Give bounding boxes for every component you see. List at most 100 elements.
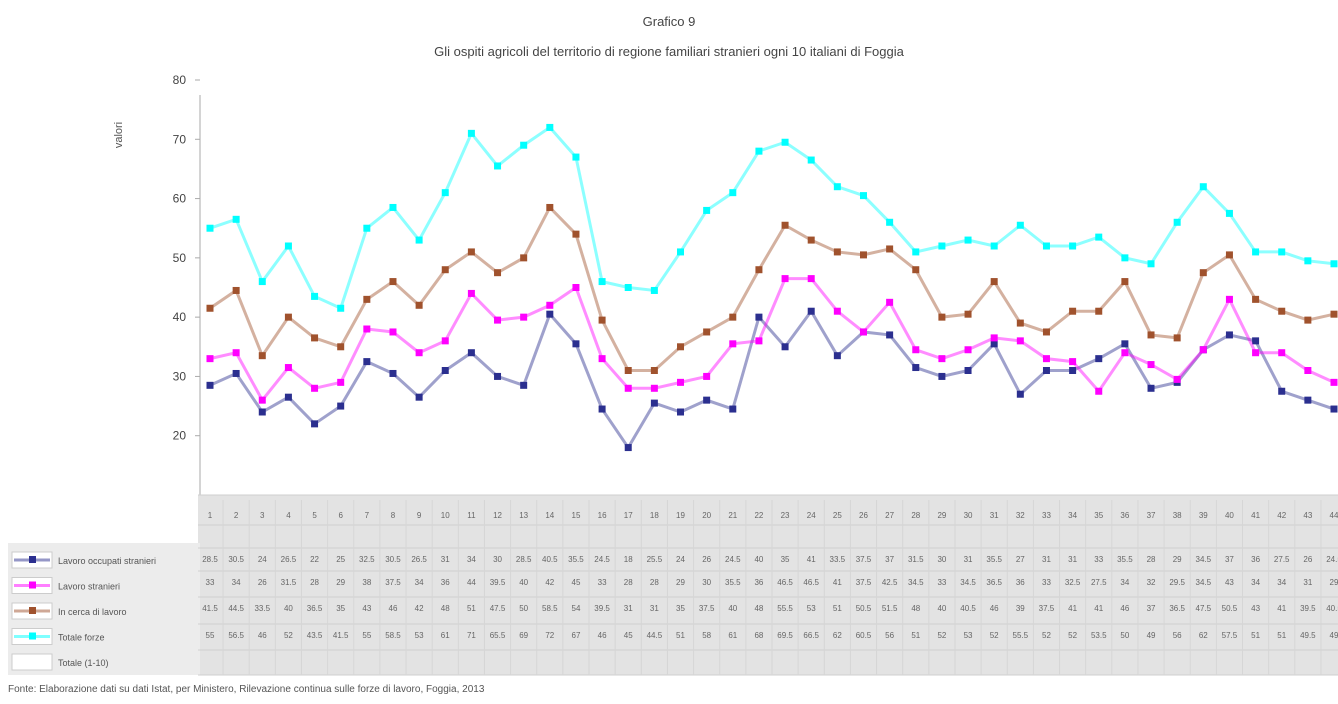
data-point (311, 384, 319, 392)
table-cell-value: 58 (702, 631, 711, 640)
data-point (1095, 233, 1103, 241)
data-point (624, 367, 632, 374)
table-cell-value: 36 (1251, 555, 1260, 564)
legend-label: Totale forze (58, 633, 105, 643)
data-point (572, 230, 580, 238)
table-cell-value: 52 (284, 631, 293, 640)
data-point (494, 269, 502, 277)
x-tick-label: 8 (391, 511, 396, 520)
data-point (546, 301, 554, 309)
data-point (1016, 390, 1024, 398)
table-cell-value: 69 (519, 631, 528, 640)
legend-label: Lavoro stranieri (58, 582, 120, 592)
table-cell-value: 47.5 (1196, 604, 1212, 613)
table-cell-value: 28 (650, 578, 659, 587)
data-point (964, 367, 972, 374)
data-point (572, 340, 580, 348)
data-point (258, 408, 266, 416)
table-cell-value: 36.5 (307, 604, 323, 613)
table-cell-value: 35 (336, 604, 345, 613)
data-point (1121, 254, 1129, 262)
table-cell-value: 41 (1094, 604, 1103, 613)
data-point (650, 384, 658, 392)
data-point (807, 156, 815, 164)
table-cell-value: 61 (728, 631, 737, 640)
table-cell-value: 50 (1120, 631, 1129, 640)
x-tick-label: 39 (1199, 511, 1208, 520)
table-cell-value: 45 (624, 631, 633, 640)
table-cell-value: 53 (415, 631, 424, 640)
data-point (729, 313, 737, 321)
table-cell-value: 46.5 (803, 578, 819, 587)
table-cell-value: 30.5 (228, 555, 244, 564)
table-cell-value: 36 (1016, 578, 1025, 587)
table-cell-value: 28.5 (516, 555, 532, 564)
table-cell-value: 29 (1330, 578, 1338, 587)
data-point (1199, 183, 1207, 191)
table-cell-value: 38 (362, 578, 371, 587)
data-point (546, 123, 554, 131)
square-marker-icon (29, 556, 36, 563)
x-tick-label: 7 (365, 511, 370, 520)
series-line (209, 204, 1335, 372)
series-group (206, 307, 1338, 452)
table-cell-value: 41.5 (333, 631, 349, 640)
x-tick-label: 30 (964, 511, 973, 520)
table-cell-value: 24 (258, 555, 267, 564)
x-tick-label: 18 (650, 511, 659, 520)
table-cell-value: 30 (937, 555, 946, 564)
table-cell-value: 33 (1094, 555, 1103, 564)
data-point (1304, 257, 1312, 265)
data-point (1304, 367, 1312, 374)
table-cell-value: 29 (1173, 555, 1182, 564)
data-point (284, 364, 292, 372)
table-cell-value: 30 (702, 578, 711, 587)
x-tick-label: 25 (833, 511, 842, 520)
x-tick-label: 12 (493, 511, 502, 520)
table-cell-value: 55 (206, 631, 215, 640)
table-cell-value: 35.5 (1117, 555, 1133, 564)
data-point (807, 275, 815, 283)
x-tick-label: 5 (312, 511, 317, 520)
table-cell-value: 28.5 (202, 555, 218, 564)
table-cell-value: 44.5 (647, 631, 663, 640)
table-cell-value: 29 (336, 578, 345, 587)
data-point (938, 355, 946, 363)
series-group (206, 275, 1338, 404)
table-cell-value: 39.5 (1300, 604, 1316, 613)
x-tick-label: 4 (286, 511, 291, 520)
y-tick-label: 20 (173, 429, 187, 443)
data-point (441, 367, 449, 374)
table-cell-value: 41.5 (202, 604, 218, 613)
x-tick-label: 11 (467, 511, 476, 520)
data-point (389, 203, 397, 211)
data-point (1173, 375, 1181, 383)
x-tick-label: 17 (624, 511, 633, 520)
data-point (886, 331, 894, 339)
table-cell-value: 43 (362, 604, 371, 613)
data-point (912, 248, 920, 256)
x-tick-label: 43 (1303, 511, 1312, 520)
table-cell-value: 54 (572, 604, 581, 613)
table-cell-value: 51.5 (882, 604, 898, 613)
data-point (807, 307, 815, 315)
table-cell-value: 40 (728, 604, 737, 613)
legend-item: Lavoro stranieri (11, 577, 120, 594)
table-cell-value: 34.5 (908, 578, 924, 587)
table-cell-value: 27.5 (1274, 555, 1290, 564)
data-point (415, 393, 423, 401)
table-cell-value: 31 (1303, 578, 1312, 587)
data-point (833, 352, 841, 360)
legend-item: Lavoro occupati stranieri (11, 551, 156, 569)
source-note: Fonte: Elaborazione dati su dati Istat, … (8, 684, 485, 695)
table-cell-value: 27.5 (1091, 578, 1107, 587)
table-cell-value: 34 (232, 578, 241, 587)
table-cell-value: 41 (1277, 604, 1286, 613)
data-point (859, 192, 867, 200)
x-tick-label: 21 (728, 511, 737, 520)
data-point (206, 381, 214, 389)
data-point (859, 328, 867, 336)
table-cell-value: 31 (441, 555, 450, 564)
data-point (1330, 378, 1338, 386)
table-cell-value: 56.5 (228, 631, 244, 640)
